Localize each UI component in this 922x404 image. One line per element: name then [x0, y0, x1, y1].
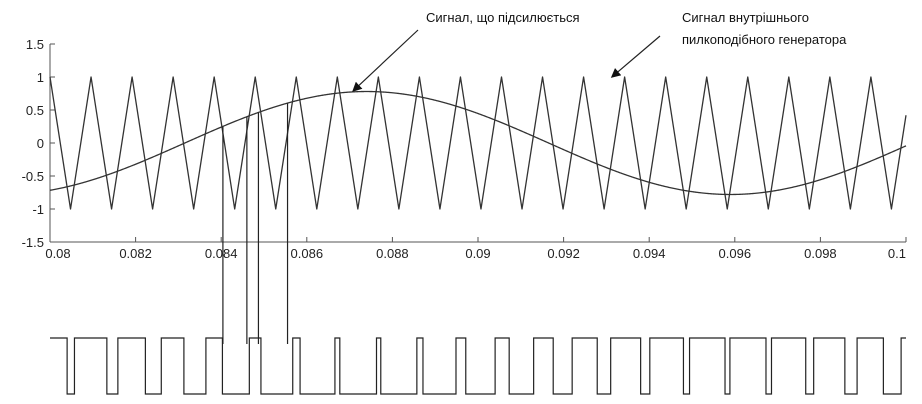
annotation-arrow-sawtooth-signal: [610, 35, 661, 78]
x-tick-label: 0.098: [804, 246, 837, 261]
annotation-sawtooth-signal-line-1: Сигнал внутрішнього: [682, 10, 809, 25]
x-tick-label: 0.094: [633, 246, 666, 261]
y-ticks: 1.5 1 0.5 0 -0.5 -1 -1.5: [22, 37, 55, 250]
x-tick-label: 0.096: [719, 246, 752, 261]
annotation-sawtooth-signal-line-2: пилкоподібного генератора: [682, 32, 847, 47]
y-tick-label: -1: [32, 202, 44, 217]
x-tick-label: 0.09: [465, 246, 490, 261]
y-tick-label: -1.5: [22, 235, 44, 250]
pwm-output-pulse-train: [50, 337, 906, 395]
x-tick-label: 0.1: [888, 246, 906, 261]
annotation-amplified-signal: Сигнал, що підсилюється: [426, 10, 580, 25]
y-tick-label: 0.5: [26, 103, 44, 118]
plot-axes: [49, 44, 906, 243]
series-sawtooth-generator-line: [49, 76, 907, 210]
series-amplified-signal-line: [49, 90, 907, 196]
x-tick-label: 0.092: [547, 246, 580, 261]
y-tick-label: 1: [37, 70, 44, 85]
x-tick-label: 0.084: [205, 246, 238, 261]
series-group: [49, 76, 907, 210]
y-tick-label: -0.5: [22, 169, 44, 184]
y-tick-label: 1.5: [26, 37, 44, 52]
x-tick-label: 0.082: [119, 246, 152, 261]
y-tick-label: 0: [37, 136, 44, 151]
x-tick-label: 0.086: [291, 246, 324, 261]
x-tick-label: 0.088: [376, 246, 409, 261]
annotations: Сигнал, що підсилюється Сигнал внутрішнь…: [352, 10, 847, 92]
crossing-drop-lines: [222, 103, 289, 344]
annotation-arrow-amplified-signal: [352, 29, 419, 92]
x-ticks: 0.08 0.082 0.084 0.086 0.088 0.09 0.092 0.094 0.…: [45, 237, 907, 261]
pwm-output-group: [50, 337, 906, 395]
x-tick-label: 0.08: [45, 246, 70, 261]
